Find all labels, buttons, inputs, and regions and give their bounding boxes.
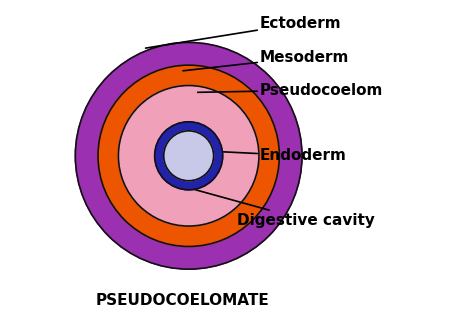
Circle shape xyxy=(75,42,302,269)
Text: Mesoderm: Mesoderm xyxy=(183,50,350,71)
Text: Ectoderm: Ectoderm xyxy=(146,16,342,48)
Circle shape xyxy=(118,86,259,226)
Text: Pseudocoelom: Pseudocoelom xyxy=(197,83,383,98)
Text: Endoderm: Endoderm xyxy=(189,148,347,163)
Text: PSEUDOCOELOMATE: PSEUDOCOELOMATE xyxy=(96,293,270,308)
Circle shape xyxy=(98,65,279,246)
Text: Digestive cavity: Digestive cavity xyxy=(175,184,375,228)
Circle shape xyxy=(154,122,223,190)
Circle shape xyxy=(164,131,213,181)
